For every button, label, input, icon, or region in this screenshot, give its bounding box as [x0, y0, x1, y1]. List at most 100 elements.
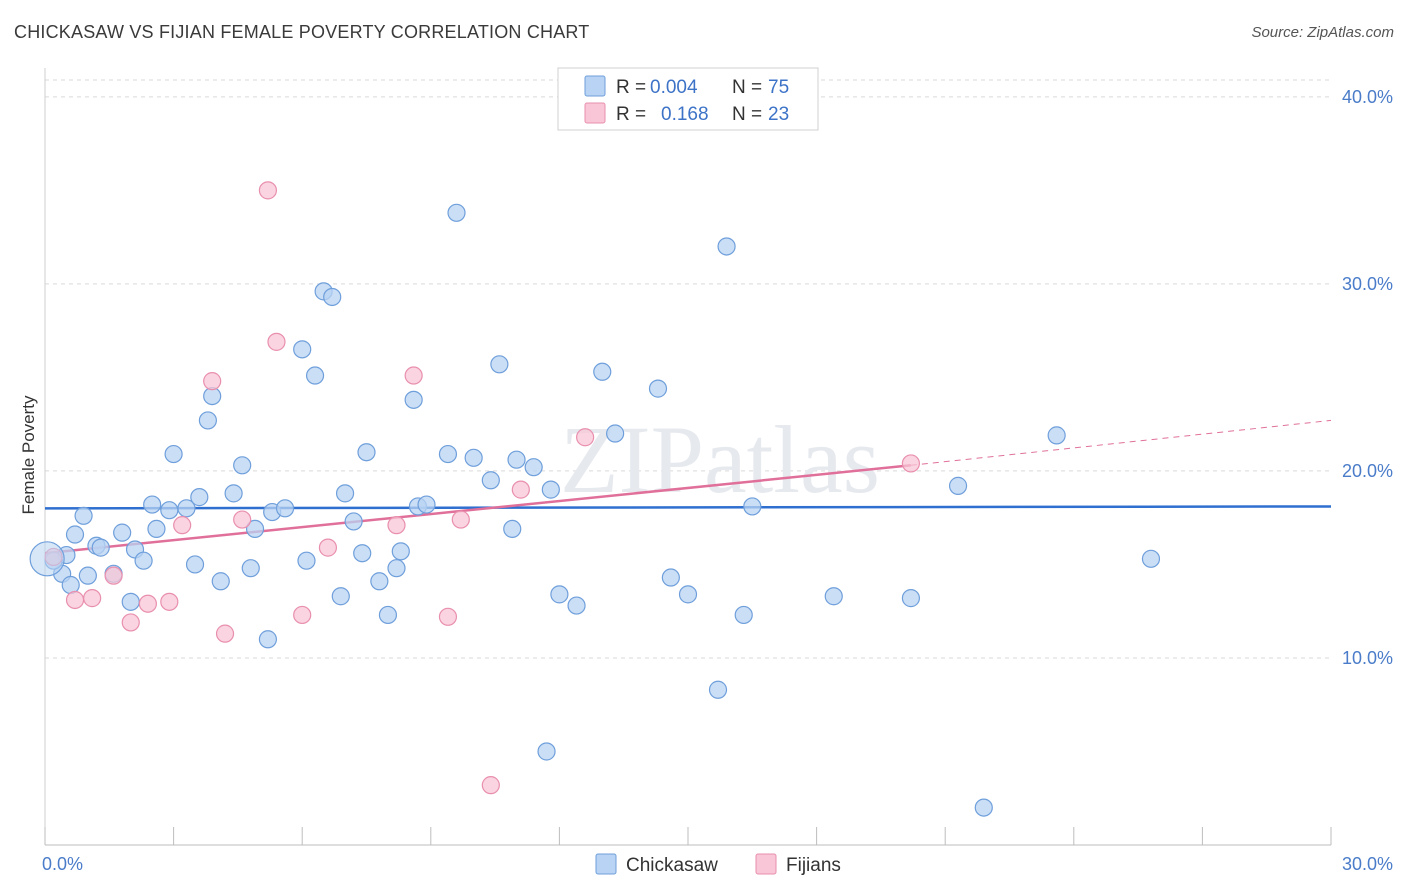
point-chickasaw — [335, 484, 355, 503]
point-chickasaw — [370, 572, 389, 591]
point-chickasaw — [198, 411, 217, 430]
legend-r-value-1: 0.004 — [650, 77, 698, 98]
trend-line-fijians-extension — [910, 419, 1332, 466]
point-fijians — [233, 510, 252, 529]
point-fijians — [160, 592, 179, 611]
point-chickasaw — [258, 630, 278, 649]
chart-title: CHICKASAW VS FIJIAN FEMALE POVERTY CORRE… — [14, 22, 590, 42]
point-fijians — [83, 589, 102, 608]
point-fijians — [104, 566, 123, 585]
point-chickasaw — [160, 501, 179, 520]
bottom-legend-swatch-chickasaw — [595, 853, 617, 875]
point-chickasaw — [331, 587, 350, 606]
point-chickasaw — [541, 480, 560, 499]
legend-n-value-1: 75 — [768, 77, 789, 98]
point-chickasaw — [537, 742, 556, 761]
point-chickasaw — [438, 444, 458, 464]
point-chickasaw — [121, 592, 140, 611]
point-fijians — [511, 480, 530, 499]
point-chickasaw — [305, 366, 325, 385]
point-fijians — [901, 454, 921, 473]
point-chickasaw — [353, 544, 372, 563]
legend-box: R = 0.004 N = 75 R = 0.168 N = 23 — [557, 67, 819, 131]
y-tick-label: 10.0% — [1342, 648, 1393, 668]
chart-source: Source: ZipAtlas.com — [1251, 24, 1394, 41]
point-chickasaw — [507, 450, 526, 469]
point-chickasaw — [164, 444, 183, 464]
point-chickasaw — [147, 519, 166, 538]
point-chickasaw — [734, 605, 753, 625]
bottom-legend-swatch-fijians — [755, 853, 777, 875]
point-chickasaw — [1047, 426, 1066, 445]
point-chickasaw — [464, 448, 483, 467]
point-chickasaw — [974, 798, 993, 817]
point-chickasaw — [74, 506, 93, 525]
point-chickasaw — [78, 566, 97, 585]
point-chickasaw — [503, 519, 522, 538]
point-chickasaw — [593, 362, 612, 381]
x-tick-label: 30.0% — [1342, 854, 1393, 874]
point-chickasaw — [550, 585, 569, 604]
point-fijians — [481, 776, 500, 795]
point-chickasaw — [678, 585, 698, 604]
bottom-legend-label-chickasaw: Chickasaw — [626, 855, 718, 876]
legend-r-value-2: 0.168 — [661, 104, 709, 125]
point-fijians — [387, 516, 406, 535]
data-points — [29, 181, 1161, 817]
point-chickasaw — [447, 203, 466, 222]
point-chickasaw — [743, 497, 762, 516]
point-chickasaw — [233, 456, 252, 475]
point-chickasaw — [297, 551, 316, 570]
legend-r-label-1: R = — [616, 77, 646, 98]
y-tick-label: 30.0% — [1342, 274, 1393, 294]
trend-line-fijians — [44, 464, 912, 555]
tick-labels: 10.0% 20.0% 30.0% 40.0% 0.0% 30.0% — [42, 87, 1393, 874]
point-chickasaw — [824, 587, 843, 606]
point-chickasaw — [275, 499, 295, 518]
legend-swatch-chickasaw — [584, 75, 606, 97]
point-chickasaw — [224, 484, 243, 503]
point-chickasaw-large — [29, 541, 65, 577]
legend-swatch-fijians — [584, 102, 606, 124]
point-fijians — [293, 605, 312, 625]
point-chickasaw — [378, 605, 398, 625]
point-chickasaw — [241, 559, 260, 578]
point-chickasaw — [357, 443, 376, 462]
point-chickasaw — [901, 589, 921, 608]
point-fijians — [318, 538, 338, 557]
point-chickasaw — [211, 572, 230, 591]
point-fijians — [451, 510, 470, 529]
point-chickasaw — [524, 458, 543, 477]
point-chickasaw — [391, 542, 410, 561]
point-chickasaw — [65, 525, 85, 544]
point-chickasaw — [134, 551, 153, 570]
point-chickasaw — [606, 424, 625, 443]
legend-n-label-2: N = — [732, 104, 762, 125]
axes — [44, 68, 1332, 846]
point-chickasaw — [948, 476, 968, 495]
point-fijians — [138, 594, 157, 613]
point-chickasaw — [190, 488, 209, 507]
legend-n-value-2: 23 — [768, 104, 789, 125]
point-chickasaw — [293, 340, 312, 359]
trend-lines — [44, 419, 1332, 555]
x-tick-label: 0.0% — [42, 854, 83, 874]
legend-r-label-2: R = — [616, 104, 646, 125]
point-chickasaw — [177, 499, 196, 518]
y-tick-label: 20.0% — [1342, 461, 1393, 481]
point-chickasaw — [185, 555, 205, 574]
point-chickasaw — [113, 523, 132, 542]
trend-line-chickasaw — [44, 505, 1332, 510]
point-fijians — [576, 428, 595, 447]
grid-lines — [45, 79, 1331, 659]
point-fijians — [404, 366, 423, 385]
point-fijians — [65, 590, 85, 610]
point-fijians — [438, 607, 458, 626]
point-chickasaw — [661, 568, 680, 587]
point-chickasaw — [344, 512, 363, 531]
point-chickasaw — [717, 237, 736, 256]
point-chickasaw — [404, 390, 423, 409]
point-chickasaw — [143, 495, 162, 514]
point-chickasaw — [387, 559, 406, 578]
legend-n-label-1: N = — [732, 77, 762, 98]
